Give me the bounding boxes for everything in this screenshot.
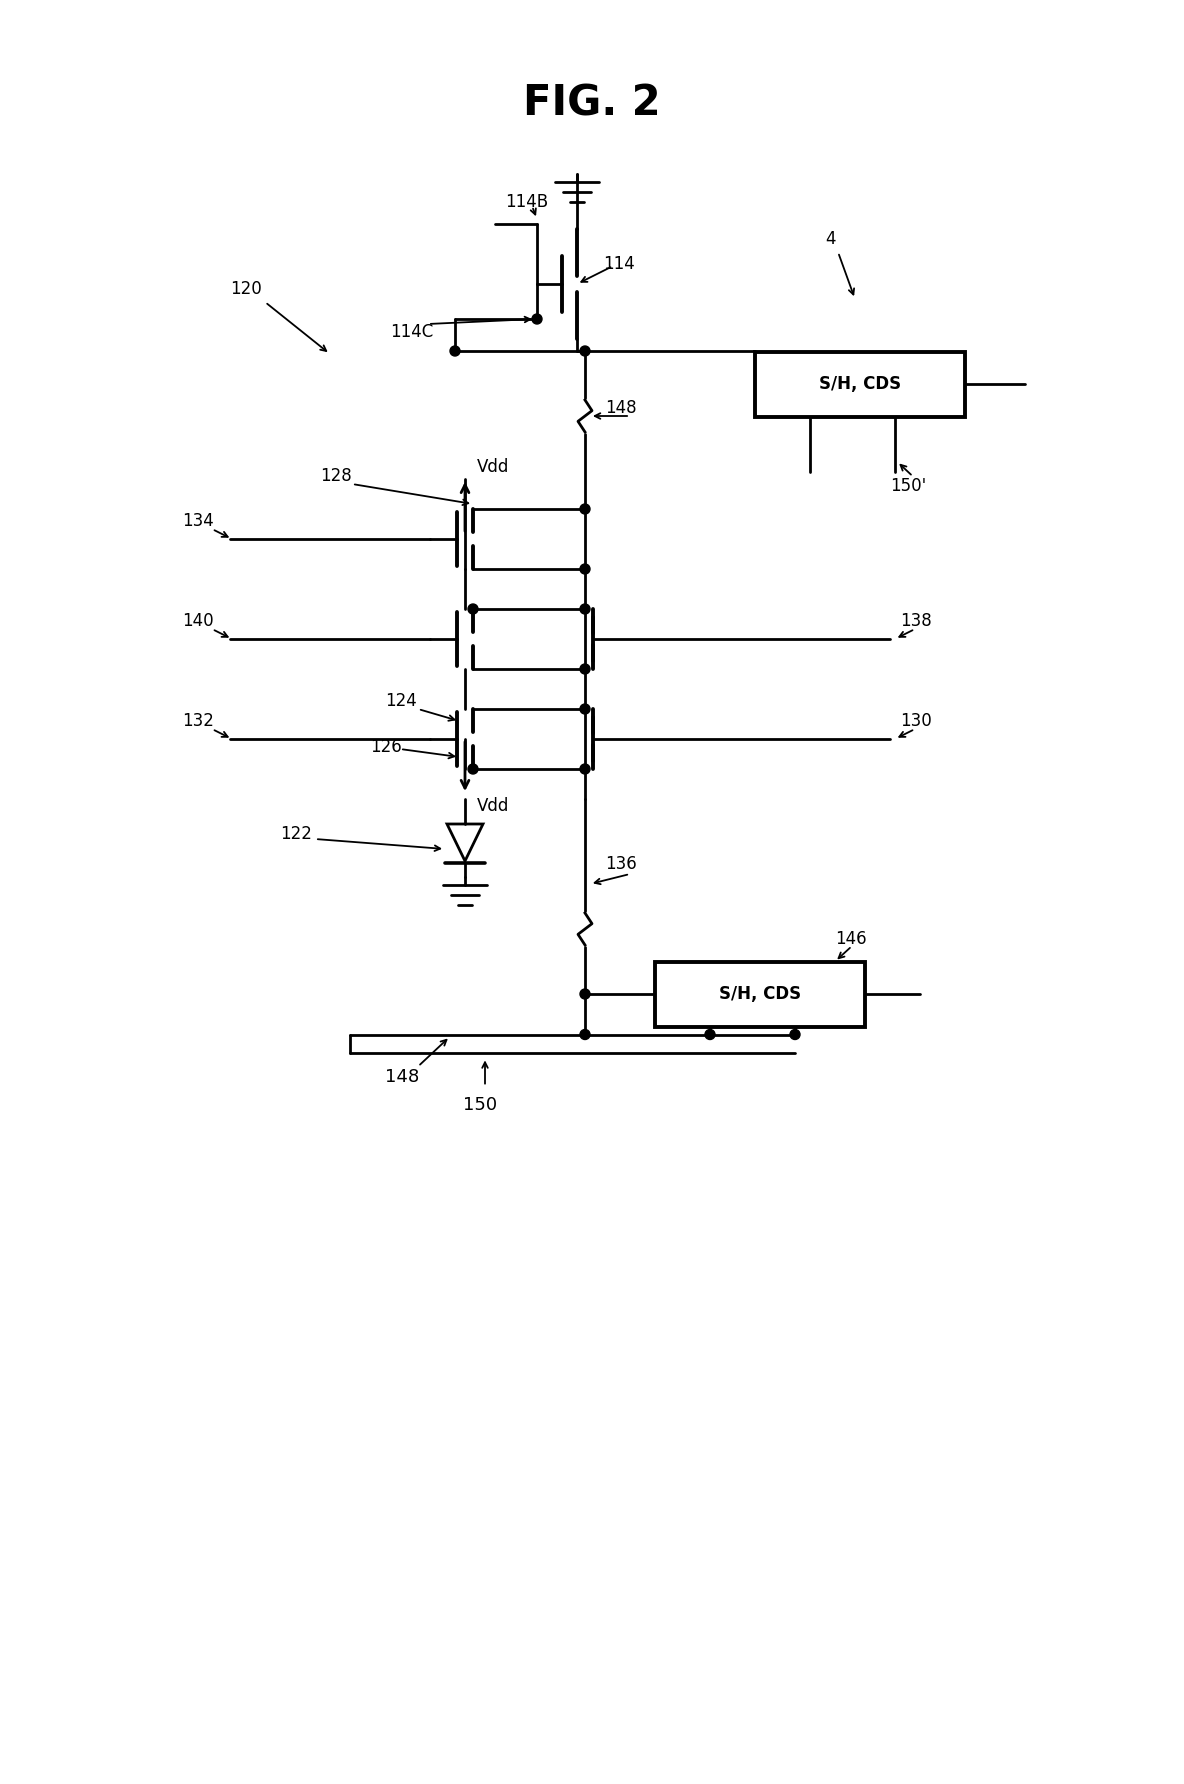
Circle shape — [580, 705, 590, 714]
Text: S/H, CDS: S/H, CDS — [719, 985, 802, 1003]
Text: FIG. 2: FIG. 2 — [523, 84, 661, 125]
Text: 140: 140 — [182, 612, 213, 630]
Circle shape — [580, 564, 590, 574]
Bar — [655, 962, 866, 1026]
Circle shape — [580, 505, 590, 514]
Text: 136: 136 — [605, 855, 637, 872]
Text: 128: 128 — [320, 467, 352, 485]
Text: 134: 134 — [182, 512, 214, 530]
Bar — [755, 351, 965, 416]
Circle shape — [580, 988, 590, 999]
Text: 114C: 114C — [390, 323, 433, 341]
Circle shape — [580, 764, 590, 774]
Circle shape — [580, 664, 590, 674]
Text: 124: 124 — [385, 692, 417, 710]
Text: 148: 148 — [605, 400, 637, 417]
Circle shape — [580, 605, 590, 614]
Circle shape — [580, 346, 590, 357]
Text: Vdd: Vdd — [477, 458, 509, 476]
Text: 138: 138 — [900, 612, 932, 630]
Text: 150: 150 — [463, 1095, 497, 1113]
Text: 120: 120 — [230, 280, 262, 298]
Text: 122: 122 — [279, 824, 311, 844]
Text: 114B: 114B — [506, 193, 548, 211]
Circle shape — [532, 314, 542, 325]
Text: Vdd: Vdd — [477, 797, 509, 815]
Text: 114: 114 — [603, 255, 635, 273]
Text: 132: 132 — [182, 712, 214, 730]
Text: 150': 150' — [890, 478, 926, 496]
Circle shape — [450, 346, 461, 357]
Text: 4: 4 — [825, 230, 836, 248]
Text: S/H, CDS: S/H, CDS — [819, 375, 901, 392]
Circle shape — [468, 764, 478, 774]
Circle shape — [468, 605, 478, 614]
Text: 130: 130 — [900, 712, 932, 730]
Circle shape — [580, 1029, 590, 1040]
Text: 126: 126 — [369, 739, 401, 756]
Circle shape — [790, 1029, 800, 1040]
Text: 148: 148 — [385, 1067, 419, 1085]
Circle shape — [704, 1029, 715, 1040]
Text: 146: 146 — [835, 929, 867, 947]
